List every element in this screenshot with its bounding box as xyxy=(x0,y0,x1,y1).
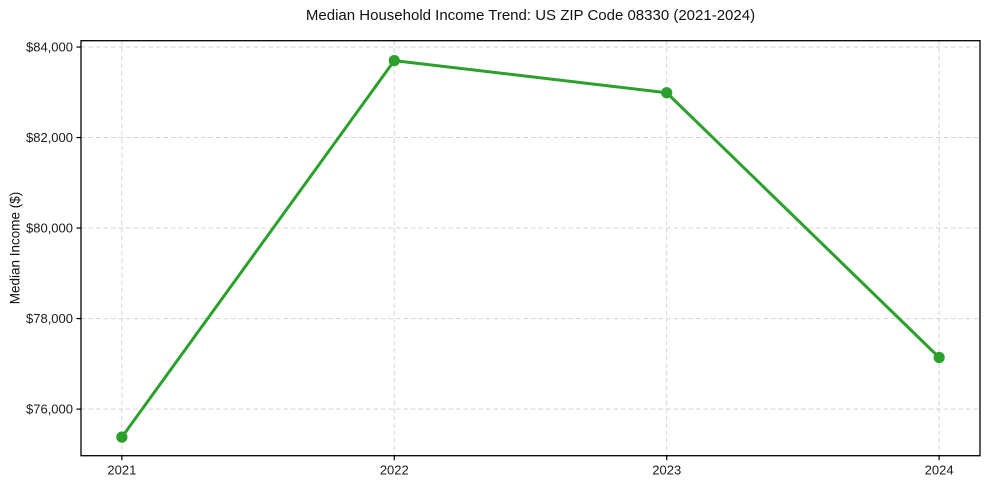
x-tick-label: 2023 xyxy=(652,463,681,478)
chart-title: Median Household Income Trend: US ZIP Co… xyxy=(305,7,756,24)
y-tick-label: $84,000 xyxy=(26,40,73,55)
data-point-2021 xyxy=(116,431,128,443)
data-point-2023 xyxy=(661,87,673,99)
y-tick-label: $80,000 xyxy=(26,221,73,236)
y-tick-label: $82,000 xyxy=(26,130,73,145)
x-tick-label: 2021 xyxy=(107,463,136,478)
y-tick-label: $78,000 xyxy=(26,311,73,326)
data-point-2022 xyxy=(388,55,400,67)
plot-border xyxy=(80,40,981,457)
income-trend-line xyxy=(120,59,941,439)
x-tick-label: 2024 xyxy=(925,463,954,478)
data-point-2024 xyxy=(933,351,945,364)
x-tick-label: 2022 xyxy=(380,463,409,478)
y-tick-label: $76,000 xyxy=(26,402,73,417)
